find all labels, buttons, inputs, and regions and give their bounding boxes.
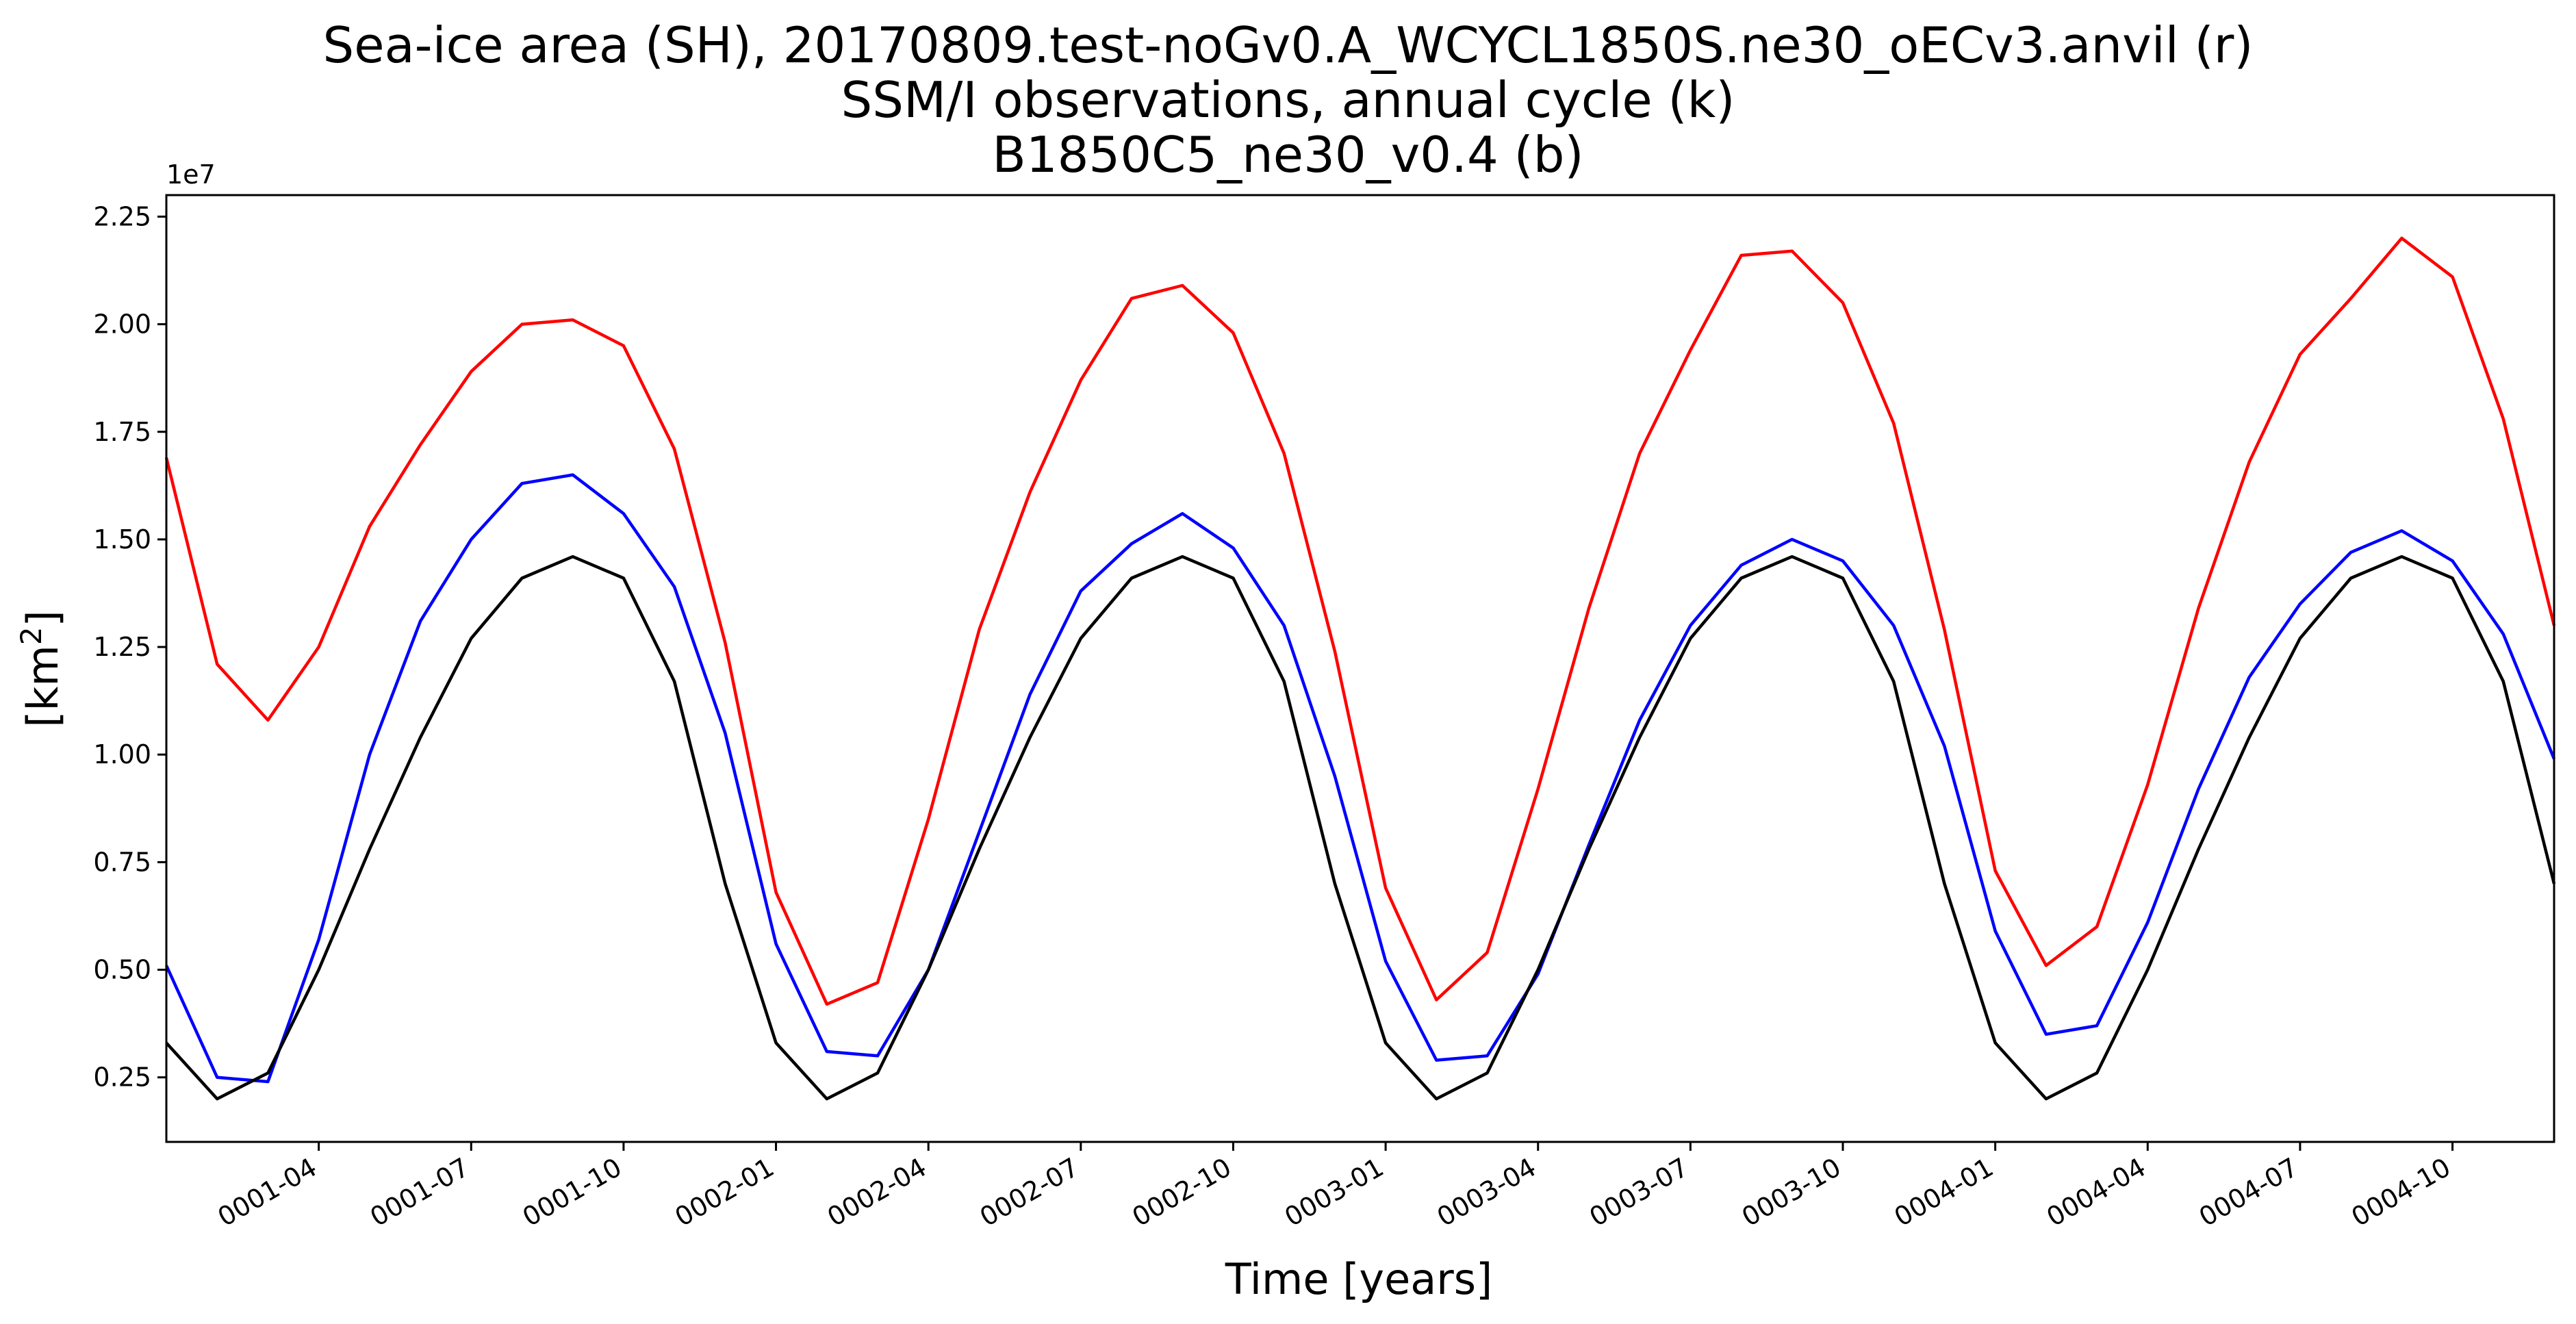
y-tick-label: 2.25 [93,201,151,231]
x-tick-label: 0004-04 [2041,1152,2151,1232]
x-tick-label: 0002-01 [670,1152,780,1232]
x-tick-label: 0001-10 [518,1152,627,1232]
x-tick-label: 0004-07 [2194,1152,2304,1232]
series-line-2 [164,473,2556,1084]
chart-title-line-3: B1850C5_ne30_v0.4 (b) [992,126,1584,183]
series-line-3 [165,555,2556,1101]
y-tick-label: 1.00 [93,739,151,769]
plot-area-frame [165,194,2555,1143]
x-tick-label: 0003-01 [1279,1152,1389,1232]
series-layer [164,236,2556,1101]
x-tick-label: 0002-10 [1127,1152,1236,1232]
x-tick-label: 0001-07 [365,1152,474,1232]
y-offset-label: 1e7 [166,160,216,190]
x-tick-label: 0001-04 [213,1152,322,1232]
x-axis: 0001-04 0001-07 0001-10 0002-01 0002-04 0002-… [213,1142,2456,1232]
y-tick-label: 1.50 [93,524,151,555]
x-tick-label: 0004-01 [1889,1152,1999,1232]
series-line-1 [164,236,2556,1006]
chart-title-line-2: SSM/I observations, annual cycle (k) [841,71,1735,129]
chart-title-line-1: Sea-ice area (SH), 20170809.test-noGv0.A… [322,16,2254,74]
y-tick-label: 1.25 [93,632,151,662]
x-axis-label: Time [years] [1225,1254,1492,1304]
y-tick-label: 0.75 [93,847,151,877]
y-axis: 0.25 0.50 0.75 1.00 1.25 1.50 1.75 2.00 2.25 [93,201,166,1093]
x-tick-label: 0004-10 [2347,1152,2456,1232]
x-tick-label: 0002-04 [822,1152,932,1232]
x-tick-label: 0003-10 [1737,1152,1846,1232]
y-tick-label: 2.00 [93,309,151,340]
y-axis-label-superscript: 2 [14,626,48,645]
x-tick-label: 0002-07 [975,1152,1084,1232]
y-axis-label-base: [km [18,645,68,728]
y-tick-label: 0.50 [93,955,151,985]
y-axis-label-end: ] [18,610,68,626]
y-axis-label: [km2] [14,610,68,727]
y-tick-label: 0.25 [93,1062,151,1093]
x-tick-label: 0003-04 [1432,1152,1542,1232]
x-tick-label: 0003-07 [1584,1152,1694,1232]
y-tick-label: 1.75 [93,417,151,447]
